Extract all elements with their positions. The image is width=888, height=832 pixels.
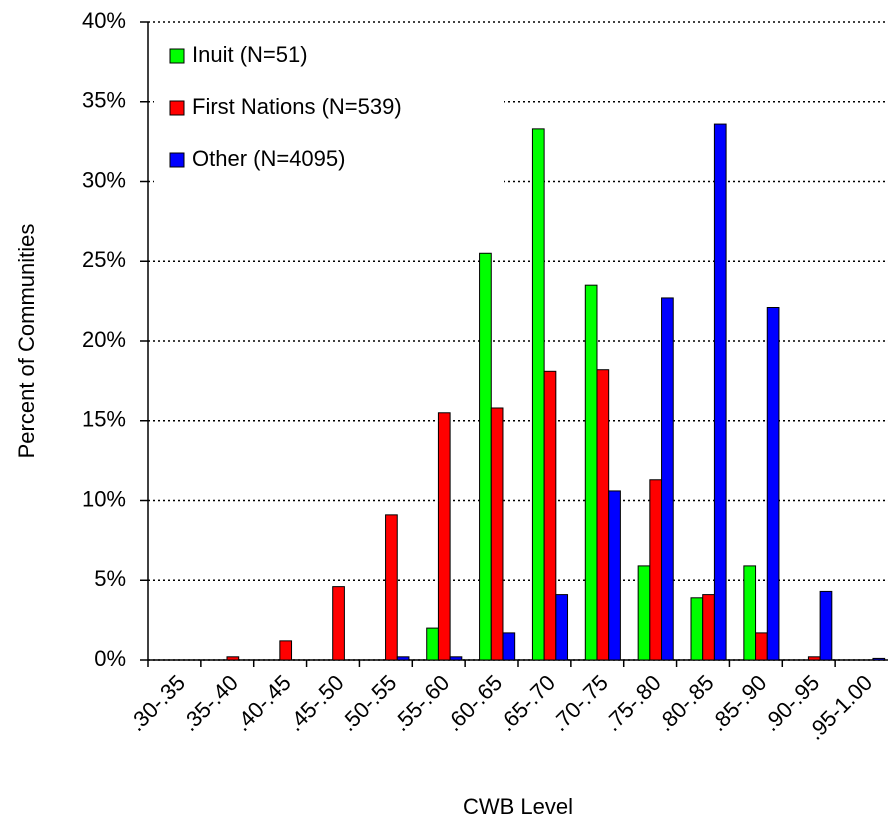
x-tick-label: .45-.50 [283,670,349,736]
y-tick-label: 0% [94,646,126,671]
bar [649,479,663,661]
bar [702,594,715,661]
bar [226,656,240,661]
bar [396,656,410,661]
x-tick-label: .35-.40 [177,670,243,736]
bar [766,307,780,661]
bar [596,369,610,661]
bar [608,490,621,661]
x-tick-label: .30-.35 [124,670,190,736]
bar [555,594,569,661]
bar [502,632,516,661]
legend-label: First Nations (N=539) [192,94,402,119]
bar [385,514,398,661]
legend-box [154,30,504,192]
y-tick-label: 25% [82,247,126,272]
y-tick-label: 40% [82,8,126,33]
x-axis-title: CWB Level [463,794,573,819]
legend-swatch [169,152,185,168]
legend-swatch [169,100,185,116]
bar [713,123,727,661]
bar [755,632,768,661]
bar [807,656,821,661]
y-tick-label: 20% [82,327,126,352]
bar [690,597,704,661]
bar [332,586,345,661]
bar [426,627,439,661]
bar [637,565,651,661]
y-tick-label: 10% [82,486,126,511]
y-axis-title: Percent of Communities [14,224,39,459]
x-tick-label: .40-.45 [230,670,296,736]
y-tick-label: 30% [82,167,126,192]
x-tick-label: .50-.55 [335,670,401,736]
bar [661,297,674,661]
bar [543,370,557,661]
bar [872,657,886,661]
bar [531,128,545,661]
x-tick-label: .65-.70 [494,670,560,736]
bar [279,640,293,661]
x-tick-label: .80-.85 [653,670,719,736]
bar [743,565,757,661]
x-tick-label: .55-.60 [388,670,454,736]
bar [449,656,463,661]
bar [584,284,598,661]
bar [479,252,492,661]
legend-swatch [169,48,185,64]
x-tick-label: .60-.65 [441,670,507,736]
y-tick-label: 5% [94,566,126,591]
bar [819,590,833,661]
legend-label: Inuit (N=51) [192,42,308,67]
y-tick-label: 15% [82,407,126,432]
x-tick-label: .70-.75 [547,670,613,736]
bar [490,407,504,661]
legend-label: Other (N=4095) [192,146,345,171]
y-tick-label: 35% [82,88,126,113]
x-tick-label: .85-.90 [705,670,771,736]
x-tick-label: .75-.80 [600,670,666,736]
bar [437,412,451,661]
